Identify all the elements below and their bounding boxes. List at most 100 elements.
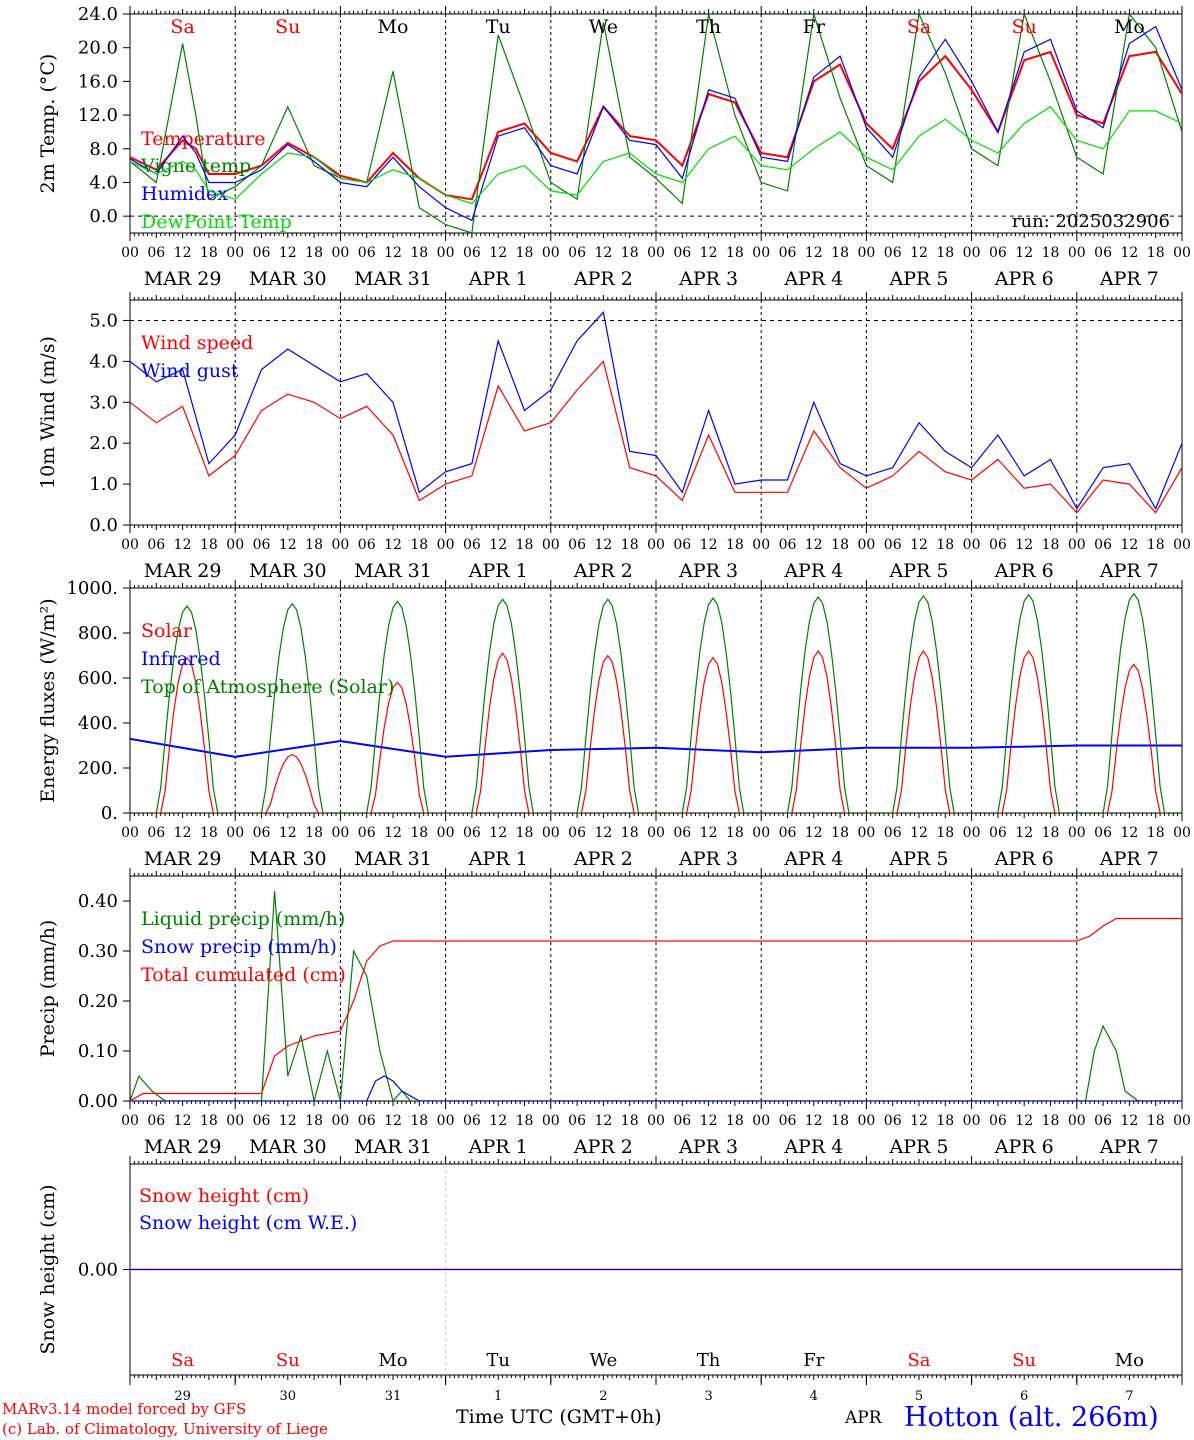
date-label: APR 4 [783,1136,843,1158]
date-label: APR 5 [889,848,949,870]
date-label: MAR 30 [249,268,327,290]
hour-tick-label: 18 [516,825,534,841]
hour-tick-label: 12 [910,537,928,553]
hour-tick-label: 06 [779,537,797,553]
hour-tick-label: 12 [910,1113,928,1129]
hour-tick-label: 00 [331,245,349,261]
hour-tick-label: 18 [621,825,639,841]
hour-tick-label: 06 [568,537,586,553]
hour-tick-label: 06 [989,1113,1007,1129]
y-tick-label: 800. [78,623,118,644]
y-tick-label: 2.0 [89,433,118,454]
station-label: Hotton (alt. 266m) [904,1402,1159,1433]
hour-tick-label: 00 [437,245,455,261]
weekday-label: Mo [1114,16,1145,38]
date-label: APR 2 [573,268,633,290]
day-number-label: 7 [1125,1389,1133,1404]
date-label: MAR 31 [354,1136,432,1158]
legend-entry: Snow precip (mm/h) [141,936,337,958]
hour-tick-label: 18 [1147,825,1165,841]
weekday-label: Tu [486,16,511,38]
hour-tick-label: 06 [463,537,481,553]
hour-tick-label: 06 [673,245,691,261]
day-number-label: 3 [704,1389,712,1404]
hour-tick-label: 06 [147,825,165,841]
hour-tick-label: 00 [963,245,981,261]
legend-entry: Top of Atmosphere (Solar) [141,676,394,698]
hour-tick-label: 12 [594,825,612,841]
legend-entry: Infrared [141,648,221,670]
hour-tick-label: 18 [410,245,428,261]
hour-tick-label: 12 [805,537,823,553]
plot-frame [129,587,1183,814]
series-line-top-of-atmosphere-solar- [130,592,1182,813]
hour-tick-label: 06 [253,1113,271,1129]
hour-tick-label: 00 [857,245,875,261]
weekday-label: Su [275,16,300,38]
hour-tick-label: 12 [1015,245,1033,261]
date-label: APR 2 [573,848,633,870]
series-line-wind-speed [130,360,1182,514]
y-tick-label: 3.0 [89,392,118,413]
hour-tick-label: 12 [1120,537,1138,553]
hour-tick-label: 12 [1015,825,1033,841]
hour-tick-label: 06 [1094,537,1112,553]
date-label: MAR 30 [249,560,327,582]
date-label: APR 3 [678,1136,738,1158]
date-label: APR 7 [1099,560,1159,582]
date-label: MAR 31 [354,268,432,290]
hour-tick-label: 06 [1094,245,1112,261]
hour-tick-label: 12 [489,825,507,841]
legend-entry: Snow height (cm) [139,1185,309,1207]
hour-tick-label: 12 [700,245,718,261]
date-label: APR 3 [678,848,738,870]
hour-tick-label: 00 [331,537,349,553]
hour-tick-label: 18 [621,1113,639,1129]
y-tick-label: 600. [78,668,118,689]
hour-tick-label: 06 [779,245,797,261]
hour-tick-label: 12 [1015,1113,1033,1129]
legend-entry: Solar [141,620,193,642]
time-axis-label: Time UTC (GMT+0h) [456,1406,662,1428]
hour-tick-label: 18 [516,1113,534,1129]
hour-tick-label: 06 [1094,1113,1112,1129]
hour-tick-label: 00 [226,537,244,553]
hour-tick-label: 12 [384,825,402,841]
hour-tick-label: 06 [358,537,376,553]
legend-entry: Temperature [141,128,265,150]
hour-tick-label: 00 [963,825,981,841]
day-number-label: 29 [174,1389,191,1404]
hour-tick-label: 06 [253,537,271,553]
hour-tick-label: 18 [200,537,218,553]
date-label: APR 5 [889,560,949,582]
hour-tick-label: 00 [542,245,560,261]
date-label: APR 1 [468,560,528,582]
weekday-label-bottom: We [590,1350,618,1371]
date-label: APR 1 [468,268,528,290]
hour-tick-label: 00 [647,825,665,841]
y-tick-label: 400. [78,713,118,734]
legend-entry: Wind gust [141,360,239,382]
date-label: APR 5 [889,268,949,290]
y-tick-label: 8.0 [89,139,118,160]
hour-tick-label: 06 [568,1113,586,1129]
y-tick-label: 12.0 [78,105,118,126]
y-axis-label: 2m Temp. (°C) [37,54,59,194]
date-label: MAR 29 [144,268,222,290]
date-label: APR 6 [994,1136,1054,1158]
y-tick-label: 16.0 [78,71,118,92]
hour-tick-label: 18 [726,537,744,553]
hour-tick-label: 12 [700,825,718,841]
hour-tick-label: 00 [331,1113,349,1129]
hour-tick-label: 06 [884,537,902,553]
hour-tick-label: 12 [594,245,612,261]
date-label: APR 6 [994,268,1054,290]
hour-tick-label: 00 [1173,537,1191,553]
hour-tick-label: 12 [594,537,612,553]
y-tick-label: 20.0 [78,38,118,59]
panel-5: 0.00 Snow height (cm) Snow height (cm) Snow… [37,1156,1183,1383]
y-tick-label: 0.10 [78,1041,118,1062]
series-line-vigne-temp [130,14,1182,233]
hour-tick-label: 12 [594,1113,612,1129]
date-label: APR 5 [889,1136,949,1158]
